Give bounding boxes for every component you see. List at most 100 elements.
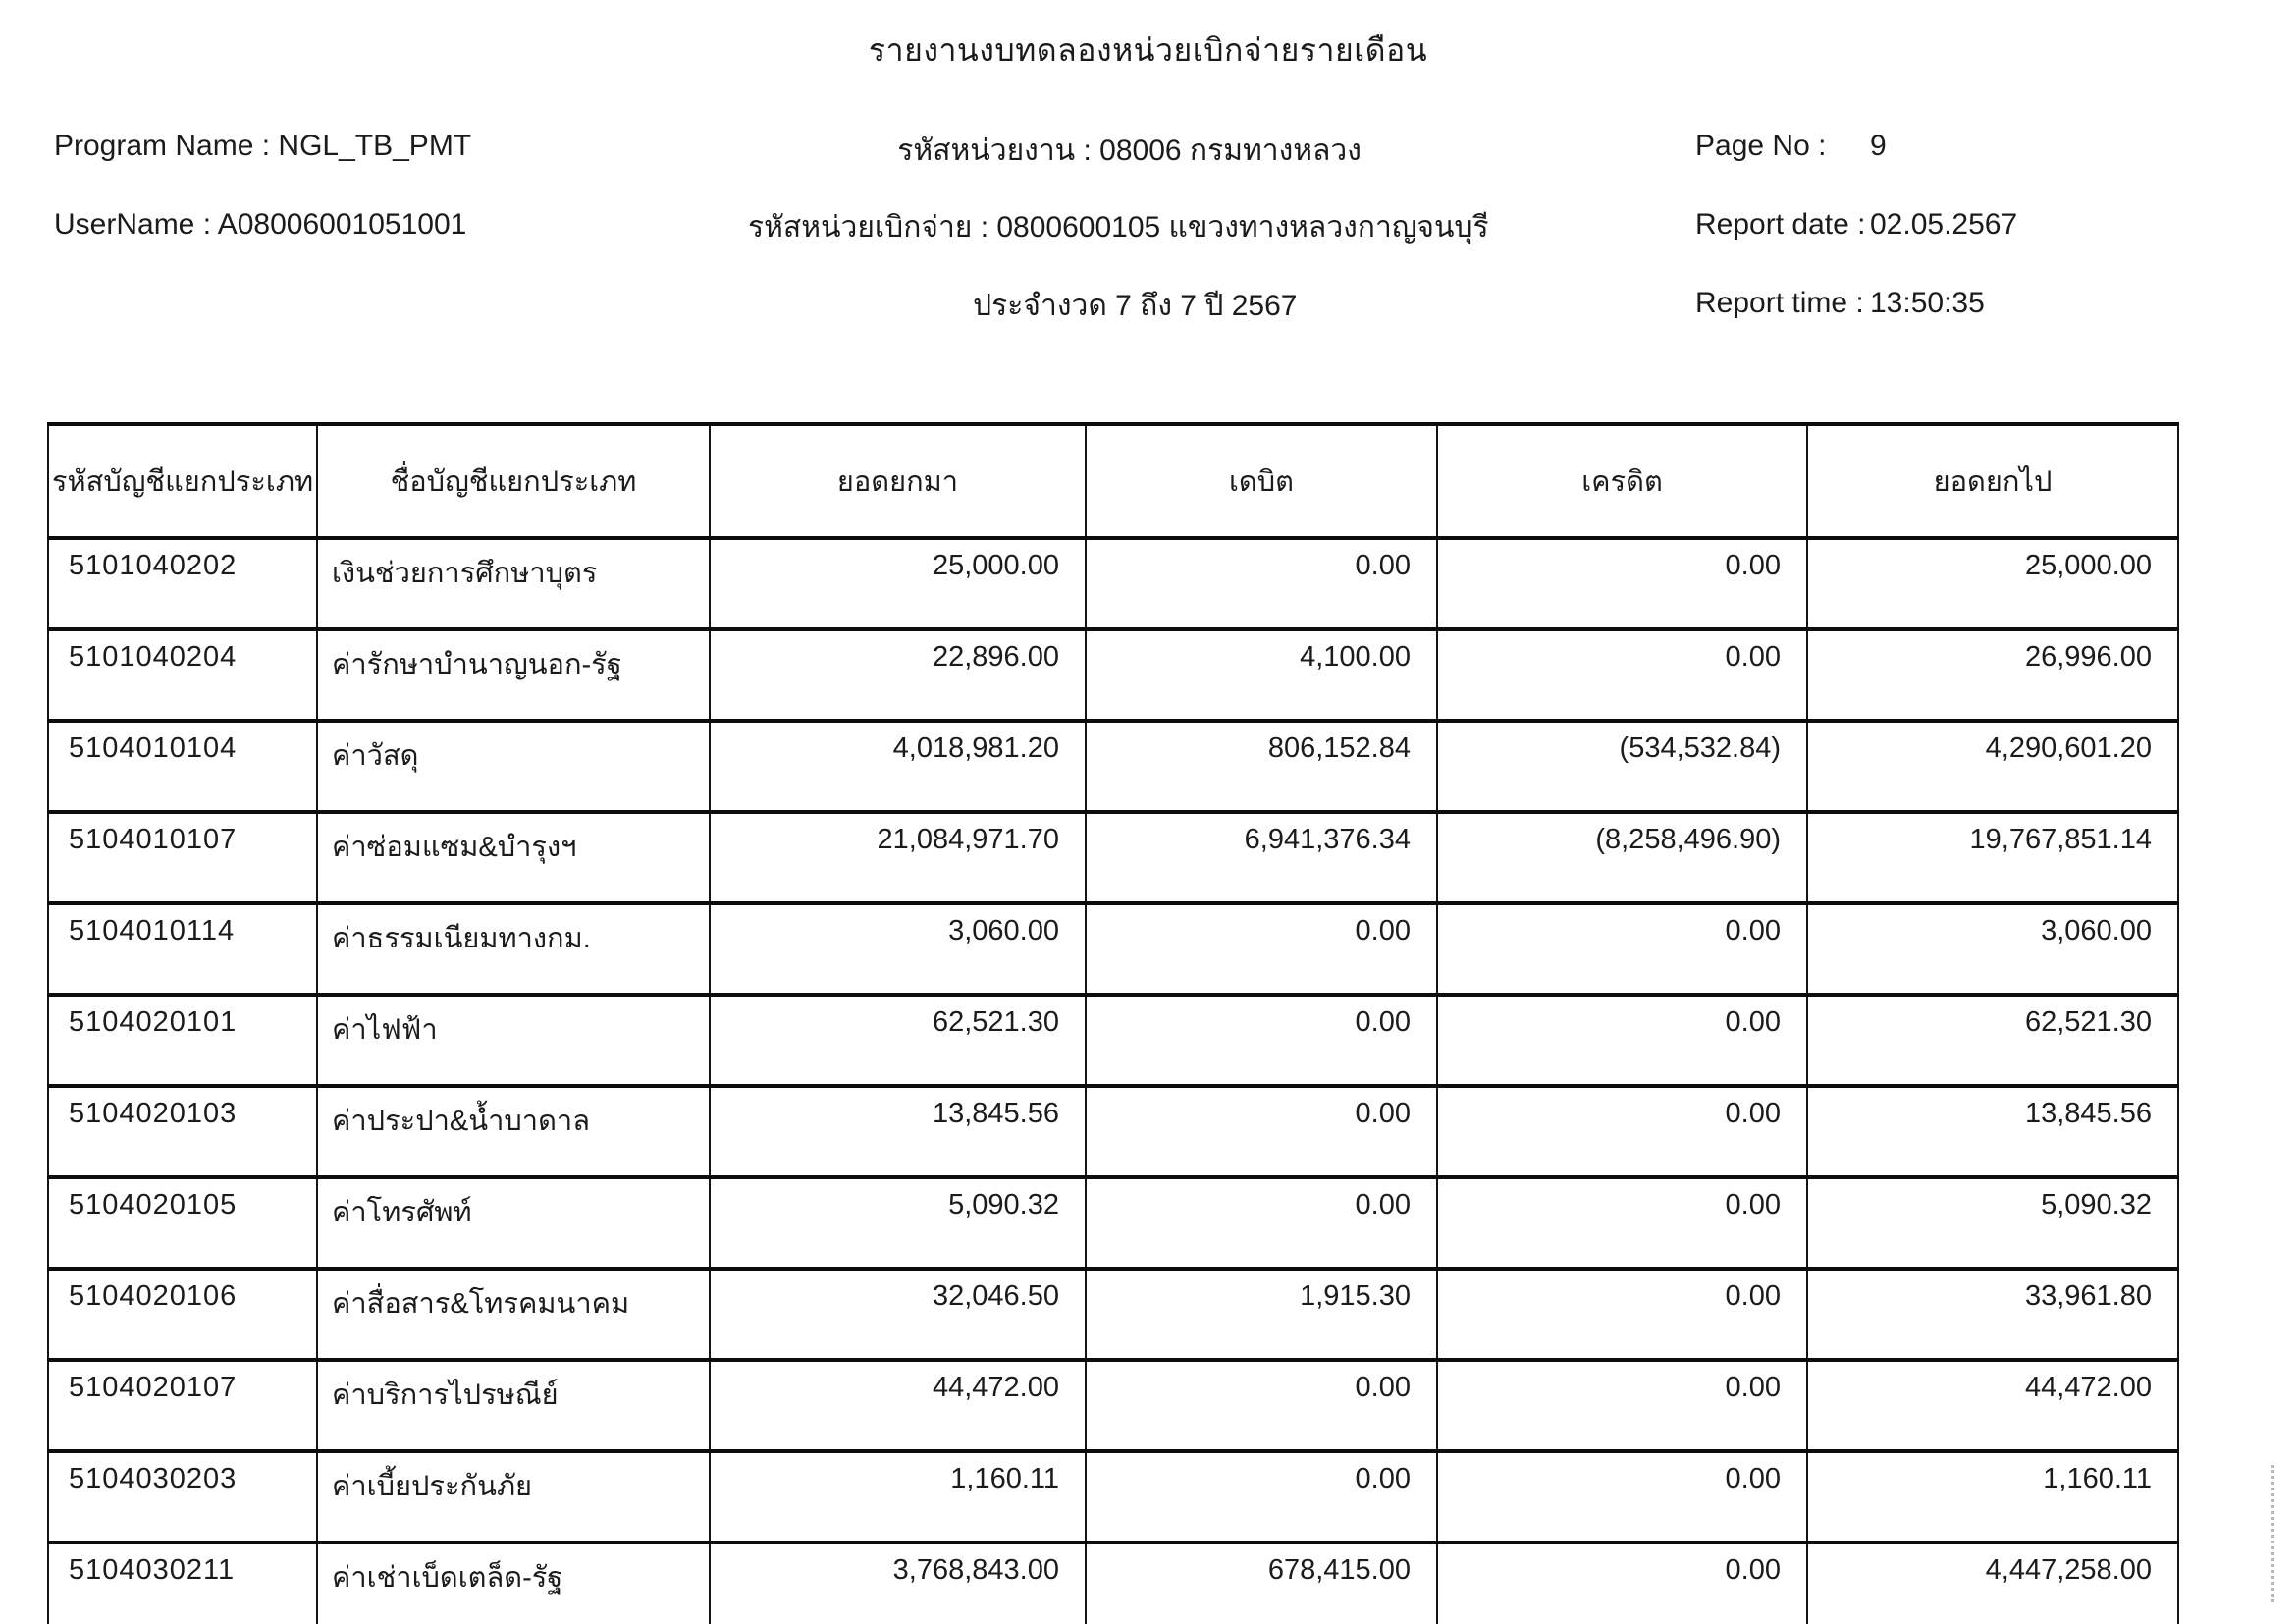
credit-cell: 0.00 <box>1436 1541 1808 1624</box>
beginning-balance-cell: 32,046.50 <box>709 1267 1087 1362</box>
ending-balance-cell: 4,447,258.00 <box>1806 1541 2179 1624</box>
account-code-cell: 5104010114 <box>47 901 318 997</box>
ending-balance-cell: 3,060.00 <box>1806 901 2179 997</box>
table-row: 5104010114 ค่าธรรมเนียมทางกม. 3,060.00 0.00… <box>47 901 2179 997</box>
table-row: 5104020103 ค่าประปา&น้ำบาดาล 13,845.56 0.00… <box>47 1084 2179 1179</box>
column-header-1: ชื่อบัญชีแยกประเภท <box>316 422 711 540</box>
account-code-cell: 5104020105 <box>47 1175 318 1271</box>
page-no-label: Page No : <box>1695 130 1827 162</box>
account-code-cell: 5104020103 <box>47 1084 318 1179</box>
ending-balance-cell: 19,767,851.14 <box>1806 810 2179 905</box>
beginning-balance-cell: 4,018,981.20 <box>709 719 1087 814</box>
report-title: รายงานงบทดลองหน่วยเบิกจ่ายรายเดือน <box>868 32 1428 68</box>
column-header-2: ยอดยกมา <box>709 422 1087 540</box>
beginning-balance-cell: 22,896.00 <box>709 627 1087 723</box>
account-code-cell: 5104010104 <box>47 719 318 814</box>
ending-balance-cell: 4,290,601.20 <box>1806 719 2179 814</box>
table-row: 5104020101 ค่าไฟฟ้า 62,521.30 0.00 0.00 62,52… <box>47 993 2179 1088</box>
program-name-value: NGL_TB_PMT <box>278 130 472 162</box>
beginning-balance-cell: 3,768,843.00 <box>709 1541 1087 1624</box>
column-header-3: เดบิต <box>1085 422 1438 540</box>
ending-balance-cell: 13,845.56 <box>1806 1084 2179 1179</box>
table-row: 5101040202 เงินช่วยการศึกษาบุตร 25,000.00 0… <box>47 536 2179 631</box>
debit-cell: 1,915.30 <box>1085 1267 1438 1362</box>
table-row: 5104010107 ค่าซ่อมแซม&บำรุงฯ 21,084,971.70… <box>47 810 2179 905</box>
account-name-cell: ค่าบริการไปรษณีย์ <box>316 1358 711 1453</box>
account-name-cell: ค่าธรรมเนียมทางกม. <box>316 901 711 997</box>
report-date-value: 02.05.2567 <box>1870 208 2018 241</box>
program-name-line: Program Name : NGL_TB_PMT <box>54 130 471 163</box>
debit-cell: 0.00 <box>1085 1084 1438 1179</box>
account-name-cell: ค่ารักษาบำนาญนอก-รัฐ <box>316 627 711 723</box>
program-name-label: Program Name : <box>54 130 271 162</box>
debit-cell: 0.00 <box>1085 901 1438 997</box>
account-name-cell: ค่าเช่าเบ็ดเตล็ด-รัฐ <box>316 1541 711 1624</box>
table-row: 5104020105 ค่าโทรศัพท์ 5,090.32 0.00 0.00 5,0… <box>47 1175 2179 1271</box>
ending-balance-cell: 44,472.00 <box>1806 1358 2179 1453</box>
credit-cell: 0.00 <box>1436 1084 1808 1179</box>
account-code-cell: 5104030203 <box>47 1449 318 1544</box>
beginning-balance-cell: 1,160.11 <box>709 1449 1087 1544</box>
debit-cell: 4,100.00 <box>1085 627 1438 723</box>
credit-cell: 0.00 <box>1436 901 1808 997</box>
page-no-value: 9 <box>1870 130 1887 162</box>
report-date-label: Report date : <box>1695 208 1866 241</box>
account-name-cell: ค่าประปา&น้ำบาดาล <box>316 1084 711 1179</box>
trial-balance-table: รหัสบัญชีแยกประเภท ชื่อบัญชีแยกประเภท ยอดย… <box>47 422 2179 1624</box>
credit-cell: (8,258,496.90) <box>1436 810 1808 905</box>
account-name-cell: เงินช่วยการศึกษาบุตร <box>316 536 711 631</box>
scan-artifact <box>2271 1465 2274 1602</box>
username-label: UserName : <box>54 208 212 241</box>
account-code-cell: 5104010107 <box>47 810 318 905</box>
account-name-cell: ค่าเบี้ยประกันภัย <box>316 1449 711 1544</box>
report-time-value: 13:50:35 <box>1870 287 1985 319</box>
beginning-balance-cell: 25,000.00 <box>709 536 1087 631</box>
table-row: 5104030211 ค่าเช่าเบ็ดเตล็ด-รัฐ 3,768,843.… <box>47 1541 2179 1624</box>
account-name-cell: ค่าไฟฟ้า <box>316 993 711 1088</box>
beginning-balance-cell: 21,084,971.70 <box>709 810 1087 905</box>
debit-cell: 0.00 <box>1085 993 1438 1088</box>
agency-code-line: รหัสหน่วยงาน : 08006 กรมทางหลวง <box>897 135 1362 167</box>
account-name-cell: ค่าซ่อมแซม&บำรุงฯ <box>316 810 711 905</box>
credit-cell: 0.00 <box>1436 1358 1808 1453</box>
debit-cell: 806,152.84 <box>1085 719 1438 814</box>
column-header-4: เครดิต <box>1436 422 1808 540</box>
table-row: 5104010104 ค่าวัสดุ 4,018,981.20 806,152.84… <box>47 719 2179 814</box>
credit-cell: 0.00 <box>1436 1449 1808 1544</box>
debit-cell: 678,415.00 <box>1085 1541 1438 1624</box>
account-code-cell: 5104020107 <box>47 1358 318 1453</box>
beginning-balance-cell: 13,845.56 <box>709 1084 1087 1179</box>
account-code-cell: 5101040202 <box>47 536 318 631</box>
credit-cell: (534,532.84) <box>1436 719 1808 814</box>
debit-cell: 0.00 <box>1085 536 1438 631</box>
beginning-balance-cell: 44,472.00 <box>709 1358 1087 1453</box>
table-header-row: รหัสบัญชีแยกประเภท ชื่อบัญชีแยกประเภท ยอดย… <box>47 422 2179 540</box>
ending-balance-cell: 5,090.32 <box>1806 1175 2179 1271</box>
table-row: 5101040204 ค่ารักษาบำนาญนอก-รัฐ 22,896.00 4… <box>47 627 2179 723</box>
beginning-balance-cell: 3,060.00 <box>709 901 1087 997</box>
disbursement-unit-line: รหัสหน่วยเบิกจ่าย : 0800600105 แขวงทางหล… <box>747 211 1489 244</box>
column-header-0: รหัสบัญชีแยกประเภท <box>47 422 318 540</box>
account-code-cell: 5104030211 <box>47 1541 318 1624</box>
beginning-balance-cell: 62,521.30 <box>709 993 1087 1088</box>
username-line: UserName : A08006001051001 <box>54 208 466 242</box>
table-body: 5101040202 เงินช่วยการศึกษาบุตร 25,000.00 0… <box>47 536 2179 1624</box>
table-row: 5104020107 ค่าบริการไปรษณีย์ 44,472.00 0.00… <box>47 1358 2179 1453</box>
table-row: 5104030203 ค่าเบี้ยประกันภัย 1,160.11 0.00 0… <box>47 1449 2179 1544</box>
ending-balance-cell: 62,521.30 <box>1806 993 2179 1088</box>
account-name-cell: ค่าโทรศัพท์ <box>316 1175 711 1271</box>
credit-cell: 0.00 <box>1436 993 1808 1088</box>
credit-cell: 0.00 <box>1436 536 1808 631</box>
report-time-label: Report time : <box>1695 287 1864 319</box>
debit-cell: 0.00 <box>1085 1358 1438 1453</box>
credit-cell: 0.00 <box>1436 1267 1808 1362</box>
account-code-cell: 5104020101 <box>47 993 318 1088</box>
ending-balance-cell: 33,961.80 <box>1806 1267 2179 1362</box>
column-header-5: ยอดยกไป <box>1806 422 2179 540</box>
period-line: ประจำงวด 7 ถึง 7 ปี 2567 <box>973 290 1298 322</box>
credit-cell: 0.00 <box>1436 1175 1808 1271</box>
beginning-balance-cell: 5,090.32 <box>709 1175 1087 1271</box>
credit-cell: 0.00 <box>1436 627 1808 723</box>
ending-balance-cell: 25,000.00 <box>1806 536 2179 631</box>
